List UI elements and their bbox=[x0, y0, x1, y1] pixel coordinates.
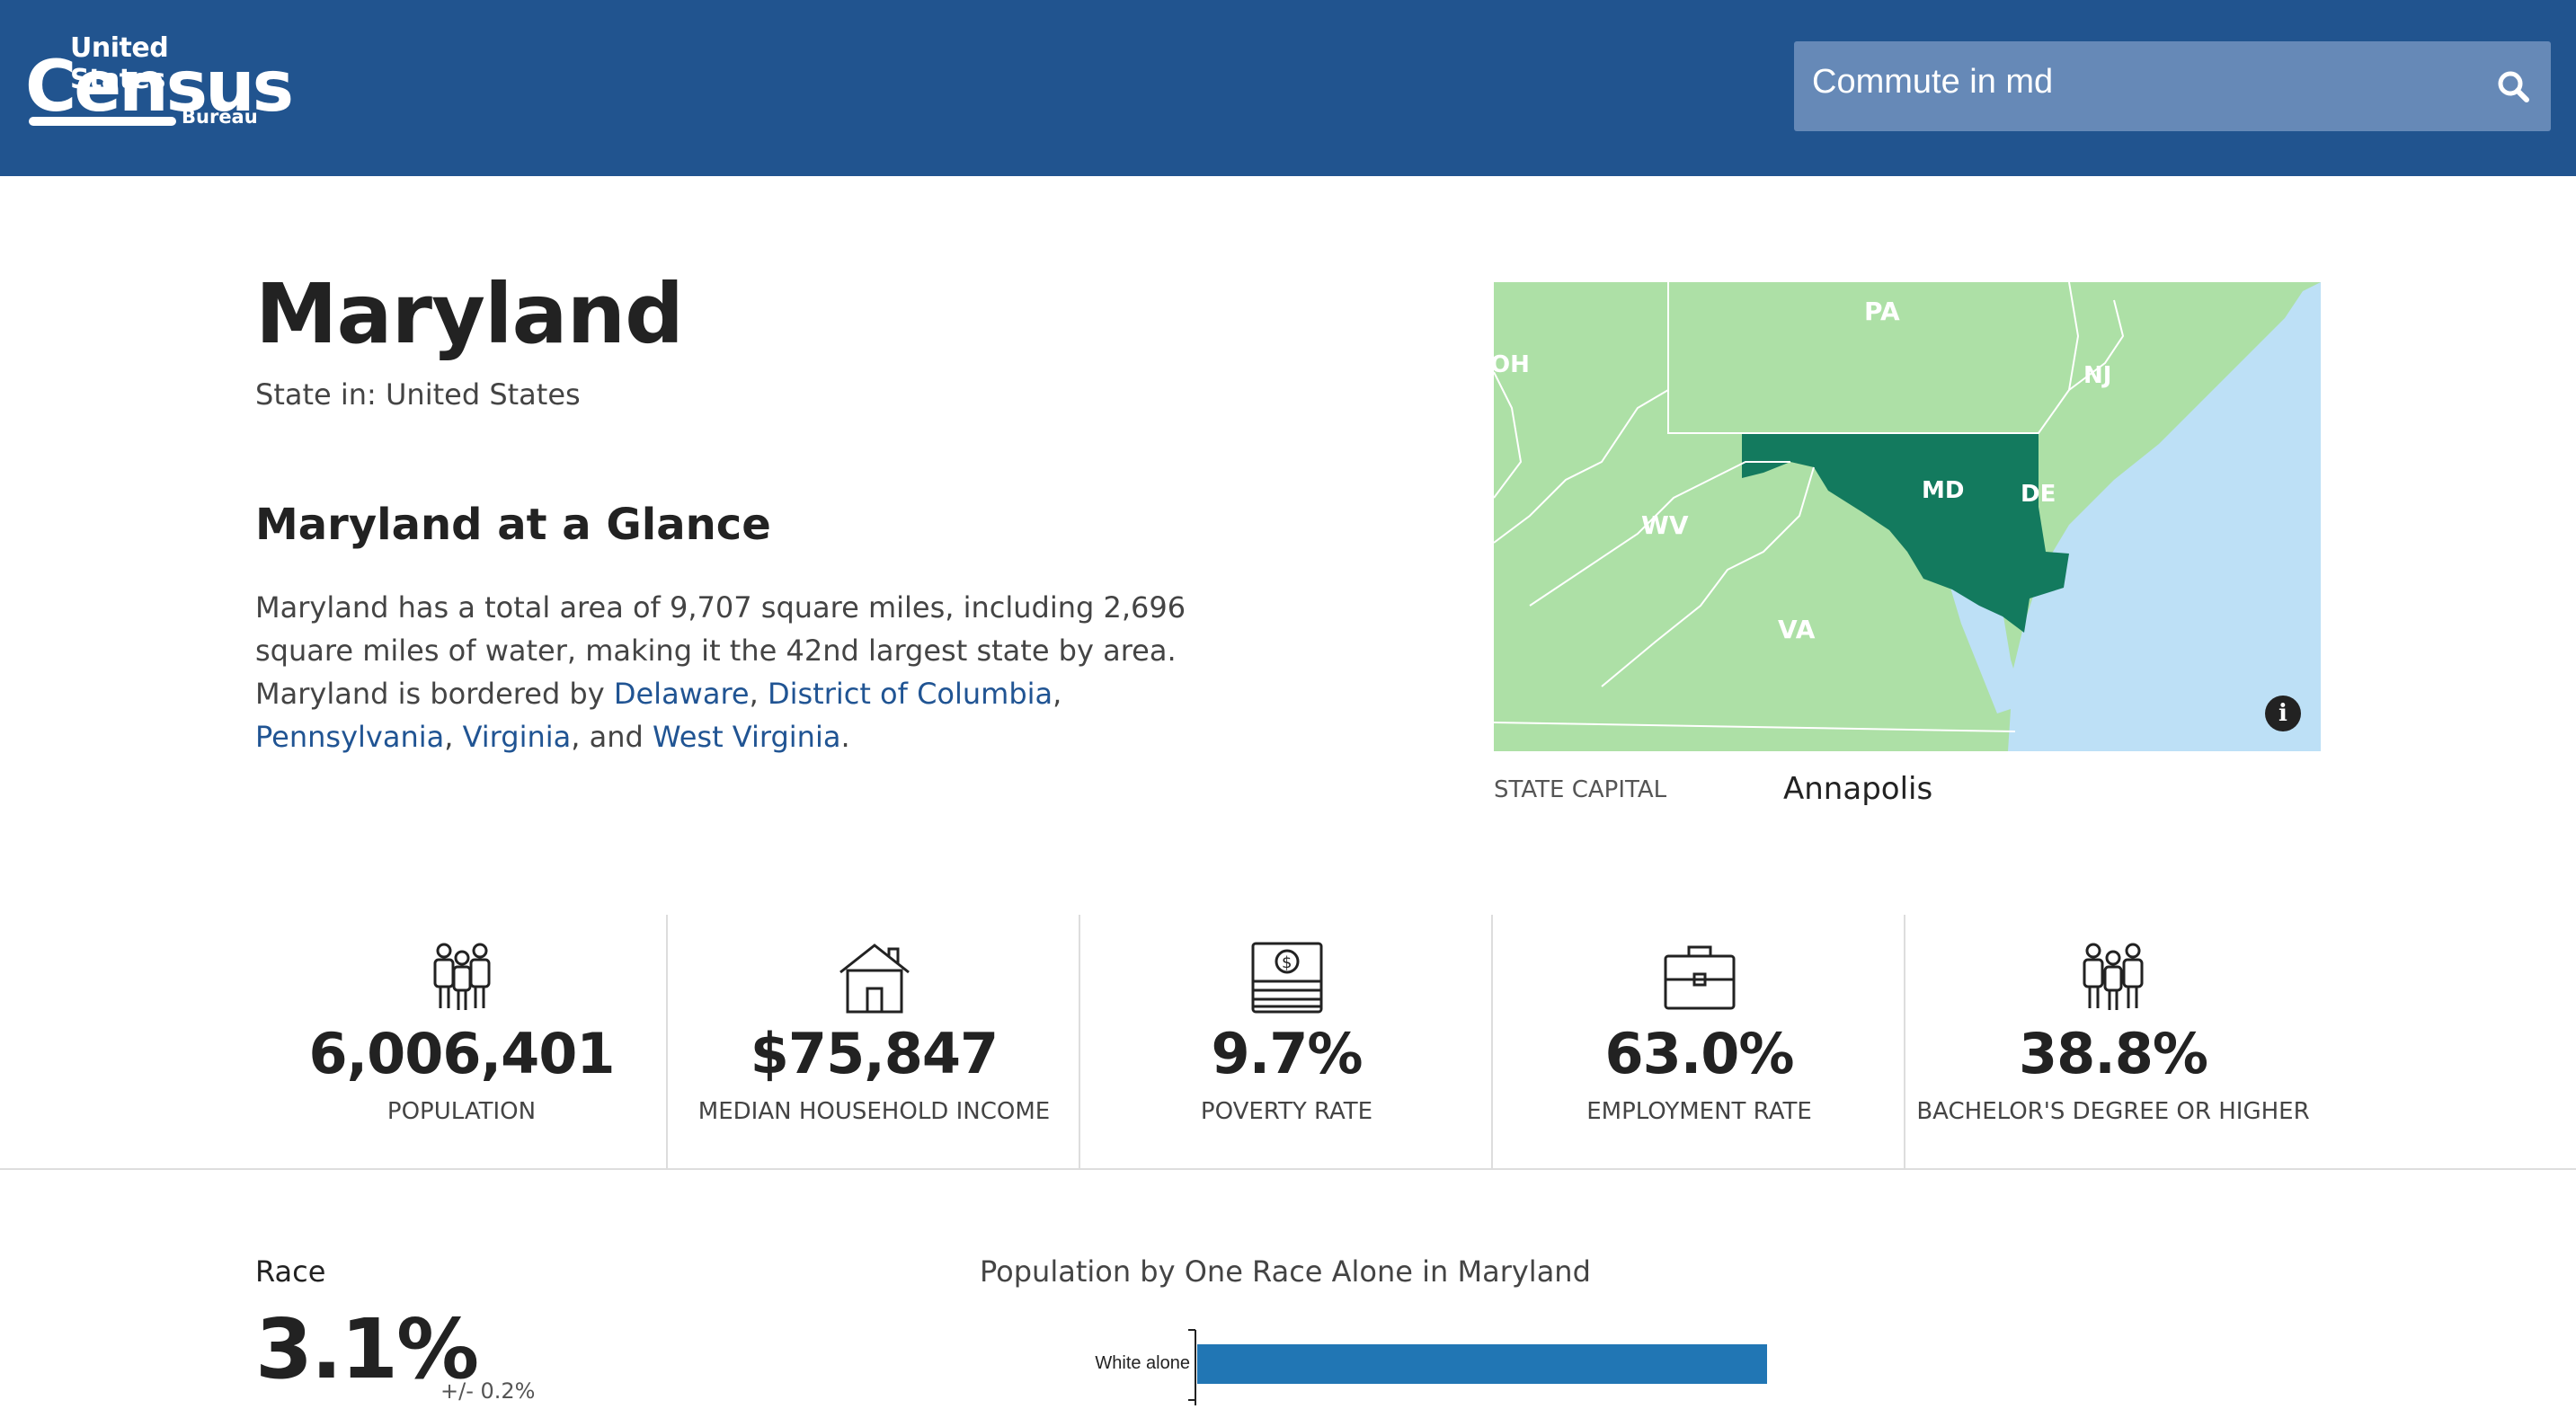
border-nj bbox=[2068, 299, 2125, 391]
link-west-virginia[interactable]: West Virginia bbox=[652, 720, 841, 754]
capital-label: STATE CAPITAL bbox=[1494, 776, 1667, 803]
race-heading: Race bbox=[255, 1254, 326, 1289]
stat-value: 9.7% bbox=[1211, 1021, 1364, 1086]
link-virginia[interactable]: Virginia bbox=[462, 720, 572, 754]
stat-divider bbox=[1904, 915, 1905, 1168]
stat-divider bbox=[1491, 915, 1493, 1168]
search-icon[interactable] bbox=[2495, 68, 2531, 104]
stat-poverty: $ 9.7% POVERTY RATE bbox=[1080, 915, 1493, 1168]
info-icon[interactable]: i bbox=[2265, 696, 2301, 731]
search-query[interactable]: Commute in md bbox=[1812, 63, 2054, 101]
state-map[interactable]: PA OH NJ MD DE WV VA i bbox=[1494, 282, 2321, 751]
map-graphic: PA OH NJ MD DE WV VA bbox=[1494, 282, 2321, 751]
people-icon bbox=[433, 943, 490, 1010]
link-delaware[interactable]: Delaware bbox=[613, 677, 750, 711]
stat-label: POPULATION bbox=[386, 1098, 537, 1125]
separator: , bbox=[1053, 677, 1062, 711]
census-logo[interactable]: United States Census Bureau bbox=[25, 31, 294, 129]
stat-income: $75,847 MEDIAN HOUSEHOLD INCOME bbox=[668, 915, 1080, 1168]
map-label-md: MD bbox=[1922, 477, 1964, 504]
stat-label: EMPLOYMENT RATE bbox=[1586, 1098, 1812, 1125]
stats-row: 6,006,401 POPULATION $75,847 MEDIAN HOUS… bbox=[255, 915, 2321, 1168]
section-divider bbox=[0, 1168, 2576, 1170]
map-label-pa: PA bbox=[1864, 297, 1900, 326]
link-pennsylvania[interactable]: Pennsylvania bbox=[255, 720, 445, 754]
race-value: 3.1% bbox=[255, 1301, 479, 1397]
maryland-shape bbox=[1742, 433, 2069, 633]
stat-value: 63.0% bbox=[1604, 1021, 1794, 1086]
map-label-de: DE bbox=[2021, 481, 2056, 508]
stat-value: $75,847 bbox=[750, 1021, 999, 1086]
stat-divider bbox=[666, 915, 668, 1168]
stat-population: 6,006,401 POPULATION bbox=[255, 915, 668, 1168]
map-label-va: VA bbox=[1778, 615, 1816, 644]
house-icon bbox=[839, 944, 910, 1014]
glance-heading: Maryland at a Glance bbox=[255, 500, 771, 550]
border-pa bbox=[1667, 282, 2080, 434]
stat-label: MEDIAN HOUSEHOLD INCOME bbox=[697, 1098, 1051, 1125]
logo-line2: Census bbox=[25, 47, 294, 128]
border-va bbox=[1529, 461, 1790, 607]
stat-divider bbox=[1079, 915, 1080, 1168]
site-header: United States Census Bureau Commute in m… bbox=[0, 0, 2576, 176]
chart-title: Population by One Race Alone in Maryland bbox=[980, 1254, 1591, 1289]
map-label-wv: WV bbox=[1641, 510, 1689, 540]
race-bar-chart[interactable]: White alone bbox=[1052, 1321, 1861, 1405]
separator: , bbox=[444, 720, 463, 754]
svg-text:$: $ bbox=[1282, 953, 1292, 972]
stat-employment: 63.0% EMPLOYMENT RATE bbox=[1493, 915, 1905, 1168]
search-input[interactable]: Commute in md bbox=[1794, 41, 2551, 131]
page-title: Maryland bbox=[255, 266, 684, 362]
ocean-shape bbox=[2008, 282, 2321, 751]
border-wv-va bbox=[1601, 466, 1815, 687]
glance-text: Maryland has a total area of 9,707 squar… bbox=[255, 586, 1190, 758]
map-label-nj: NJ bbox=[2083, 362, 2111, 389]
border-oh bbox=[1494, 371, 1523, 499]
border-va-nc bbox=[1494, 722, 2016, 732]
stat-value: 38.8% bbox=[2018, 1021, 2208, 1086]
stat-label: POVERTY RATE bbox=[1200, 1098, 1373, 1125]
bar-white-alone bbox=[1197, 1344, 1767, 1384]
border-wv bbox=[1494, 389, 1669, 544]
stat-value: 6,006,401 bbox=[308, 1021, 615, 1086]
chart-svg bbox=[1188, 1329, 1767, 1405]
separator: , and bbox=[571, 720, 653, 754]
graduates-icon bbox=[2083, 943, 2144, 1010]
race-margin-of-error: +/- 0.2% bbox=[440, 1378, 536, 1404]
glance-text-body: Maryland has a total area of 9,707 squar… bbox=[255, 590, 1186, 711]
capital-value: Annapolis bbox=[1783, 771, 1933, 807]
logo-underline bbox=[29, 117, 176, 126]
stat-label: BACHELOR'S DEGREE OR HIGHER bbox=[1916, 1098, 2310, 1125]
link-district-of-columbia[interactable]: District of Columbia bbox=[767, 677, 1053, 711]
logo-line3: Bureau bbox=[182, 106, 258, 128]
category-label: White alone bbox=[1095, 1353, 1190, 1373]
map-label-oh: OH bbox=[1494, 351, 1530, 378]
separator: , bbox=[749, 677, 768, 711]
money-icon: $ bbox=[1251, 942, 1322, 1014]
logo-line1: United States bbox=[70, 32, 169, 95]
stat-education: 38.8% BACHELOR'S DEGREE OR HIGHER bbox=[1905, 915, 2321, 1168]
text-end: . bbox=[840, 720, 850, 754]
briefcase-icon bbox=[1664, 945, 1735, 1010]
page-subtitle: State in: United States bbox=[255, 377, 581, 412]
